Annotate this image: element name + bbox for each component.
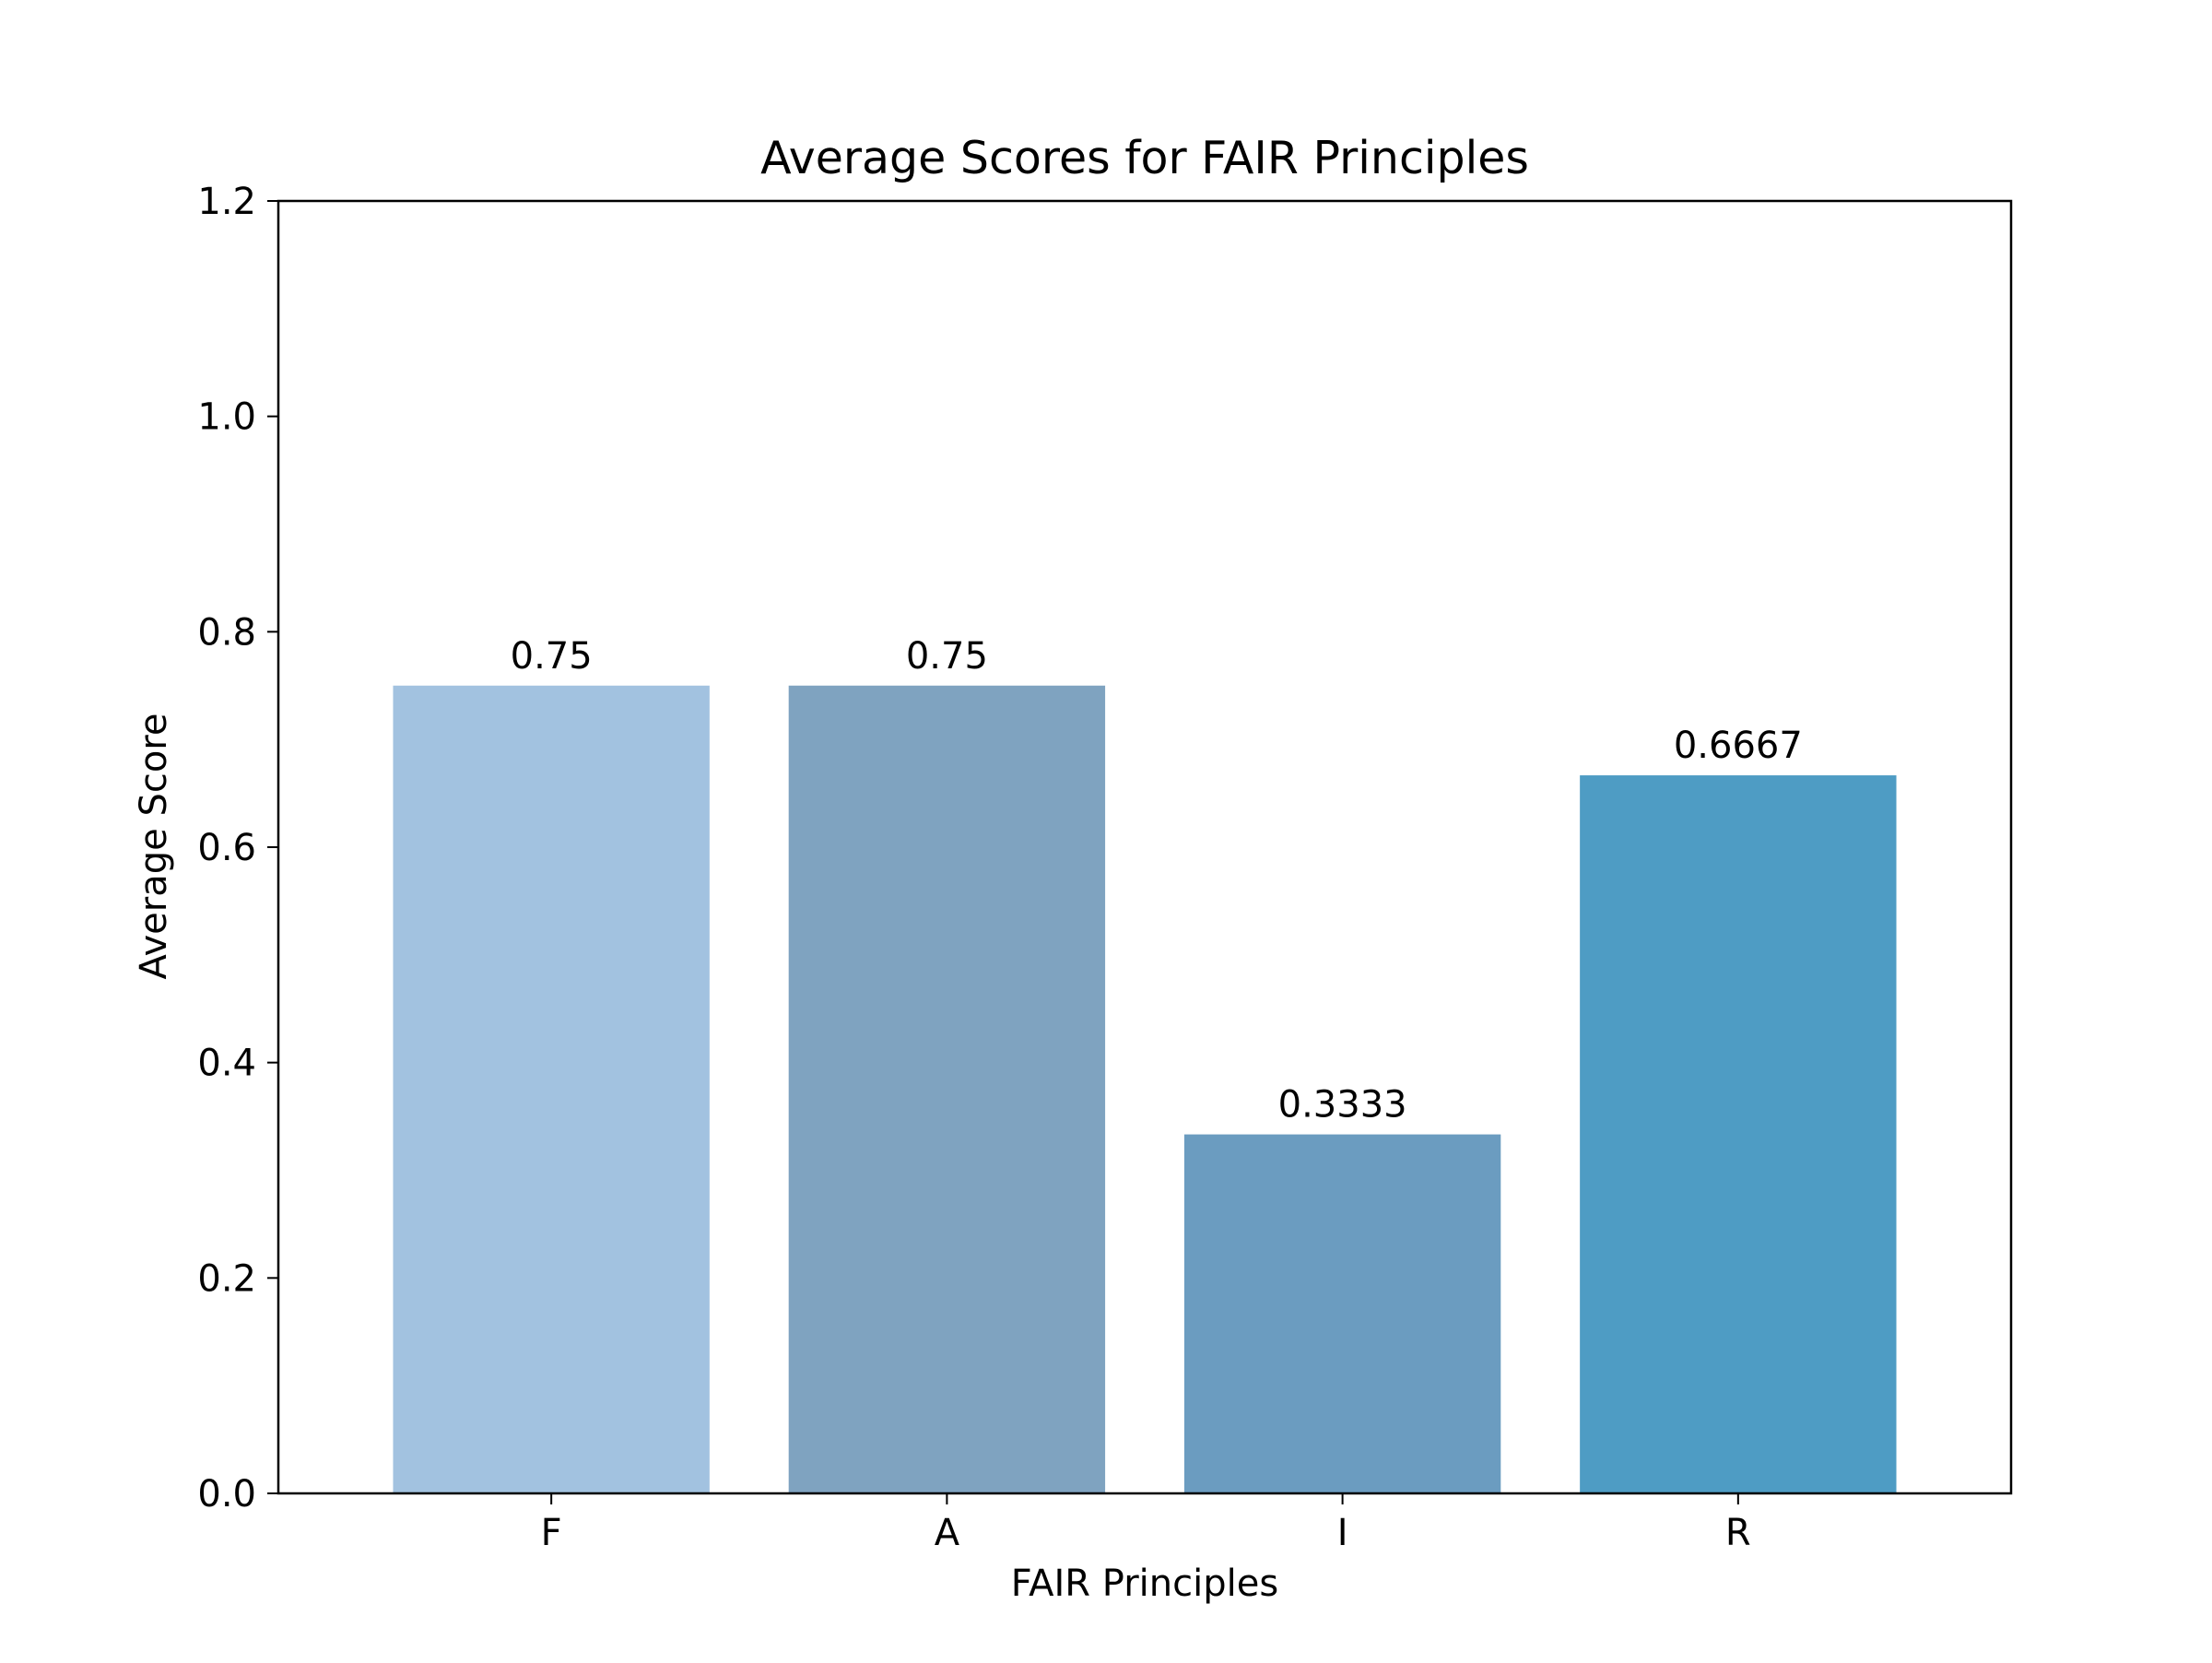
y-tick-label: 1.2 (197, 181, 256, 223)
data-label-r: 0.6667 (1674, 725, 1803, 767)
x-tick-label-f: F (541, 1512, 562, 1554)
bars-group (393, 685, 1897, 1493)
data-labels-group: 0.75 0.75 0.3333 0.6667 (511, 635, 1803, 1126)
x-tick-label-r: R (1725, 1512, 1751, 1554)
x-tick-label-a: A (935, 1512, 960, 1554)
x-tick-label-i: I (1337, 1512, 1348, 1554)
y-axis-label: Average Score (133, 713, 175, 979)
y-tick-label: 0.0 (197, 1473, 256, 1516)
y-tick-label: 0.6 (197, 827, 256, 869)
plot-frame (276, 199, 2013, 1495)
bar-a (788, 685, 1106, 1493)
data-label-a: 0.75 (906, 635, 988, 678)
x-axis-label: FAIR Principles (1011, 1563, 1278, 1605)
bar-f (393, 685, 710, 1493)
y-tick-label: 0.8 (197, 611, 256, 654)
bar-i (1183, 1134, 1501, 1493)
data-label-i: 0.3333 (1278, 1084, 1407, 1126)
y-tick-label: 0.4 (197, 1043, 256, 1085)
axes-group: F A I R 0.0 0.2 0.4 0.6 0.8 1.0 1.2 (197, 181, 2013, 1554)
bar-r (1580, 775, 1897, 1493)
y-tick-label: 1.0 (197, 396, 256, 439)
data-label-f: 0.75 (511, 635, 593, 678)
y-tick-label: 0.2 (197, 1257, 256, 1300)
chart-title: Average Scores for FAIR Principles (760, 132, 1529, 184)
